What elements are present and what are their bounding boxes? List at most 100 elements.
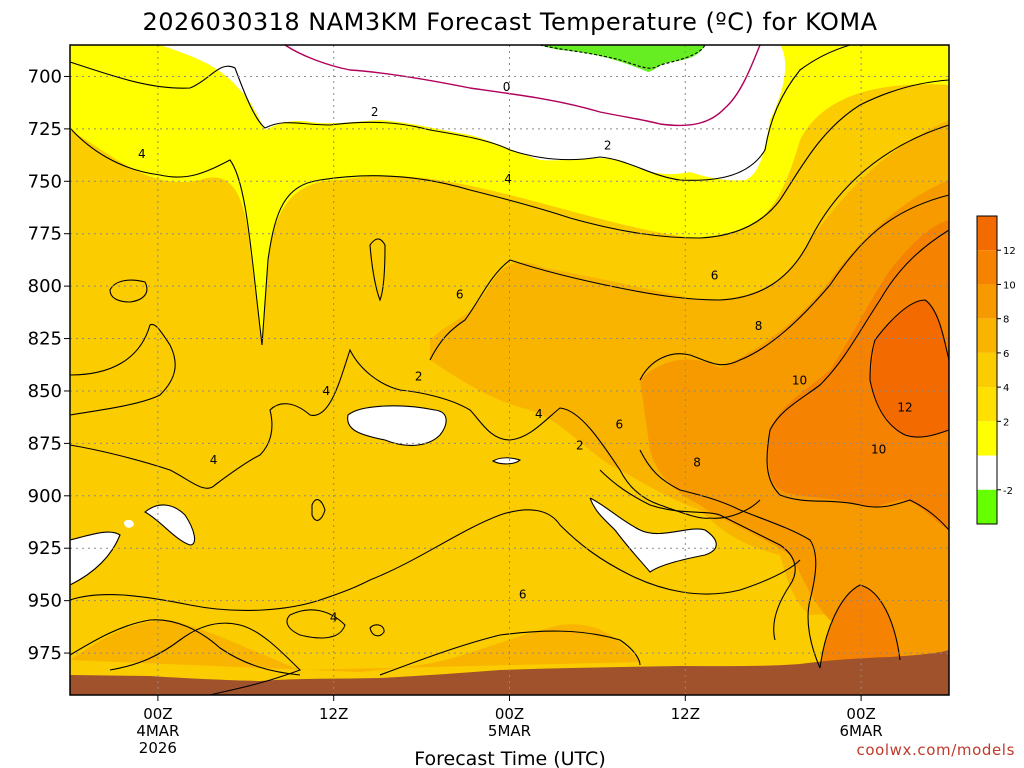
contour-0 bbox=[284, 44, 761, 127]
fill-below-2-spot2 bbox=[124, 519, 134, 528]
fill-below-2-left bbox=[70, 532, 120, 585]
y-tick-label: 800 bbox=[28, 276, 62, 297]
colorbar: 12 10 8 6 4 2 -2 bbox=[976, 215, 1016, 525]
contour-lines bbox=[69, 44, 950, 696]
contour-6-upper bbox=[429, 124, 950, 361]
colorbar-segment bbox=[977, 250, 997, 285]
contour-loop-4 bbox=[369, 624, 385, 637]
contour-labels: 0 2 2 4 4 6 6 8 10 12 10 8 6 2 4 2 4 4 6 4 bbox=[138, 80, 913, 624]
contour-label: 4 bbox=[323, 384, 331, 398]
y-tick-label: 900 bbox=[28, 486, 62, 507]
terrain-below-surface bbox=[70, 650, 949, 695]
contour-4-upper bbox=[69, 79, 950, 346]
y-tick-label: 850 bbox=[28, 381, 62, 402]
contour-4-small bbox=[286, 609, 346, 639]
colorbar-label: 4 bbox=[1003, 383, 1009, 394]
y-tick-label: 875 bbox=[28, 433, 62, 454]
chart-title: 2026030318 NAM3KM Forecast Temperature (… bbox=[142, 8, 877, 36]
colorbar-label: 2 bbox=[1003, 417, 1009, 428]
contour-2-upper bbox=[69, 44, 851, 181]
colorbar-segment bbox=[977, 216, 997, 251]
colorbar-segment bbox=[977, 489, 997, 524]
contour-2-mid bbox=[347, 405, 447, 446]
contour-label: 6 bbox=[616, 418, 624, 432]
contour-label: 2 bbox=[415, 369, 423, 383]
contour-8 bbox=[639, 194, 950, 381]
x-tick-label: 4MAR bbox=[136, 722, 179, 740]
x-tick-label: 00Z bbox=[495, 705, 524, 723]
fill-6-8-lower bbox=[70, 620, 640, 672]
fill-10-12 bbox=[768, 220, 949, 530]
contour-label: 12 bbox=[897, 401, 912, 415]
contour-loop-3 bbox=[311, 499, 326, 521]
contour-label: 4 bbox=[330, 610, 338, 624]
contour-label: 4 bbox=[210, 453, 218, 467]
contour-2-right bbox=[589, 497, 717, 573]
x-tick-label: 12Z bbox=[319, 705, 348, 723]
colorbar-label: 6 bbox=[1003, 349, 1009, 360]
colorbar-label: -2 bbox=[1003, 486, 1013, 497]
fill-below-2-mid bbox=[347, 405, 447, 446]
fill-below-2-spot bbox=[493, 457, 520, 464]
contour-6-bottom bbox=[379, 630, 641, 676]
x-axis-label: Forecast Time (UTC) bbox=[414, 748, 605, 768]
x-tick-label: 00Z bbox=[846, 705, 875, 723]
contour-label: 4 bbox=[504, 172, 512, 186]
x-tick-label: 5MAR bbox=[488, 722, 531, 740]
contour-label: 6 bbox=[711, 269, 719, 283]
contour-4-bottom bbox=[109, 622, 301, 696]
colorbar-segment bbox=[977, 455, 997, 490]
contour-label: 6 bbox=[519, 587, 527, 601]
colorbar-segment bbox=[977, 387, 997, 422]
credit-link[interactable]: coolwx.com/models bbox=[857, 741, 1016, 759]
contour-4-basin bbox=[69, 509, 801, 611]
fill-below-2-upper bbox=[160, 45, 786, 181]
contour-4-left-mid bbox=[69, 348, 761, 519]
contour-label: 2 bbox=[371, 105, 379, 119]
contour-4-lower bbox=[69, 323, 176, 416]
contour-8-lower bbox=[639, 449, 821, 669]
contour-2-left2 bbox=[144, 504, 196, 546]
y-tick-label: 750 bbox=[28, 171, 62, 192]
contour-6-upper-right-down bbox=[599, 469, 796, 641]
colorbar-label: 12 bbox=[1003, 246, 1016, 257]
contour-label: 2 bbox=[604, 139, 612, 153]
contour-label: 4 bbox=[535, 407, 543, 421]
y-tick-label: 950 bbox=[28, 591, 62, 612]
contour-fills bbox=[70, 45, 949, 695]
fill-12-plus bbox=[870, 300, 949, 438]
y-tick-label: 825 bbox=[28, 329, 62, 350]
x-tick-label: 00Z bbox=[143, 705, 172, 723]
contour-label: 6 bbox=[456, 288, 464, 302]
contour-2-left bbox=[69, 531, 121, 586]
y-tick-label: 925 bbox=[28, 538, 62, 559]
colorbar-frame bbox=[976, 215, 998, 525]
contour-label: 4 bbox=[138, 147, 146, 161]
contour-label: 2 bbox=[576, 438, 584, 452]
grid bbox=[70, 45, 949, 695]
x-tick-label: 12Z bbox=[671, 705, 700, 723]
fill-below-2-left2 bbox=[145, 504, 195, 545]
contour-10 bbox=[769, 229, 950, 431]
contour-10-bump bbox=[819, 584, 901, 669]
contour-label: 8 bbox=[755, 319, 763, 333]
y-axis: 700 725 750 775 800 825 850 875 900 925 950 975 bbox=[28, 66, 70, 664]
contour-label: 8 bbox=[693, 455, 701, 469]
contour-label: 10 bbox=[871, 443, 886, 457]
colorbar-segment bbox=[977, 284, 997, 319]
contour-loop-2 bbox=[369, 238, 386, 302]
y-tick-label: 725 bbox=[28, 119, 62, 140]
contour-2-spot bbox=[491, 457, 522, 465]
fill-below-2-right bbox=[590, 498, 717, 572]
y-tick-label: 975 bbox=[28, 643, 62, 664]
contour-neg2 bbox=[539, 44, 706, 69]
y-tick-label: 775 bbox=[28, 224, 62, 245]
colorbar-label: 8 bbox=[1003, 315, 1009, 326]
contour-6-lower bbox=[69, 619, 301, 676]
colorbar-segment bbox=[977, 318, 997, 353]
colorbar-label: 10 bbox=[1003, 280, 1016, 291]
colorbar-segment bbox=[977, 352, 997, 388]
contour-label: 10 bbox=[792, 373, 807, 387]
